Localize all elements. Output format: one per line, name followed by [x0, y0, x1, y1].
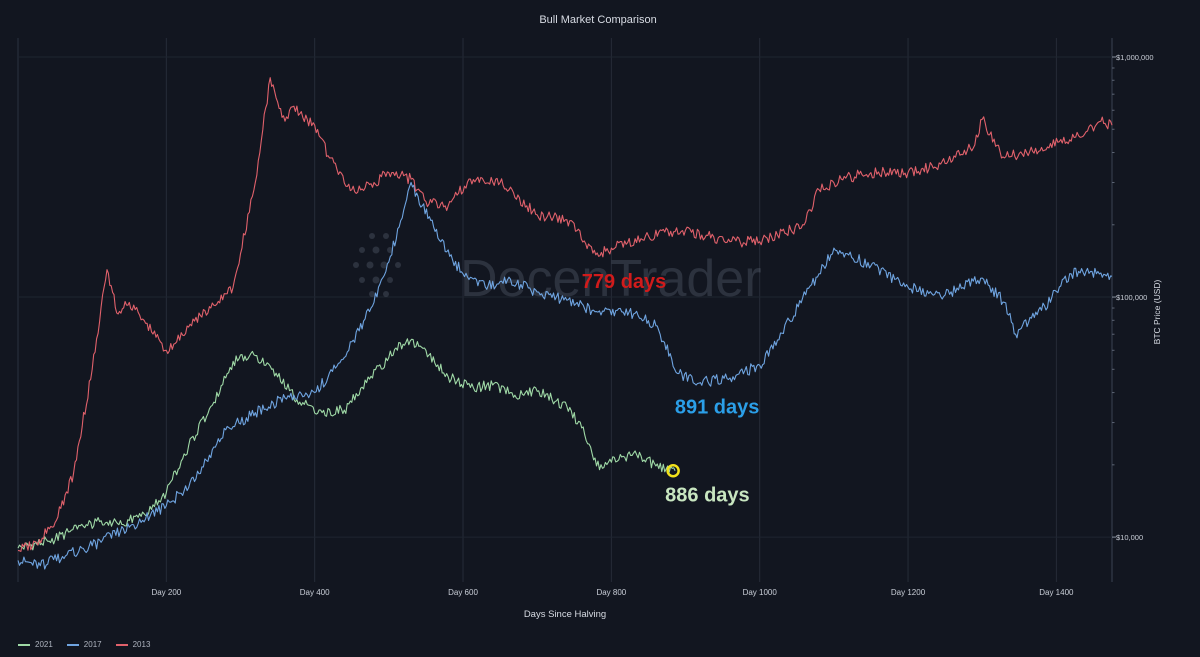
y-axis-label: BTC Price (USD): [1152, 279, 1162, 344]
legend-label: 2013: [132, 640, 151, 649]
annotation-label: 891 days: [675, 397, 760, 419]
x-tick-label: Day 400: [300, 588, 330, 597]
x-tick-label: Day 1200: [891, 588, 926, 597]
series-line-2013: [17, 77, 1113, 552]
x-tick-label: Day 1400: [1039, 588, 1074, 597]
x-axis: Day 200 Day 400 Day 600 Day 800 Day 1000 Day …: [151, 588, 1074, 597]
series-line-2017: [17, 181, 1113, 570]
x-tick-label: Day 1000: [743, 588, 778, 597]
x-tick-label: Day 800: [596, 588, 626, 597]
y-axis: $10,000 $100,000 $1,000,000: [1112, 53, 1154, 542]
y-tick-label: $10,000: [1116, 533, 1143, 542]
y-tick-label: $1,000,000: [1116, 53, 1154, 62]
legend-item[interactable]: 2021: [18, 640, 53, 649]
x-tick-label: Day 200: [151, 588, 181, 597]
legend-item[interactable]: 2017: [66, 640, 102, 649]
watermark-logo: DecenTrader: [353, 233, 762, 308]
x-axis-label: Days Since Halving: [524, 609, 606, 620]
x-tick-label: Day 600: [448, 588, 478, 597]
series-line-2021: [17, 338, 676, 551]
legend-label: 2017: [83, 640, 102, 649]
legend-swatch: [66, 643, 79, 646]
legend-item[interactable]: 2013: [115, 640, 151, 649]
legend-swatch: [18, 643, 30, 646]
annotation-label: 779 days: [582, 271, 667, 293]
legend-swatch: [115, 643, 128, 646]
chart-legend: 2021 2017 2013: [18, 640, 150, 649]
chart-grid: [17, 38, 1113, 582]
annotation-label: 886 days: [665, 485, 750, 507]
y-tick-label: $100,000: [1116, 293, 1147, 302]
legend-label: 2021: [35, 640, 53, 649]
chart-title: Bull Market Comparison: [539, 14, 656, 26]
annotation-layer: 779 days 891 days 886 days: [582, 271, 760, 507]
highlight-marker: [666, 463, 680, 478]
series-layer: [17, 77, 1113, 570]
